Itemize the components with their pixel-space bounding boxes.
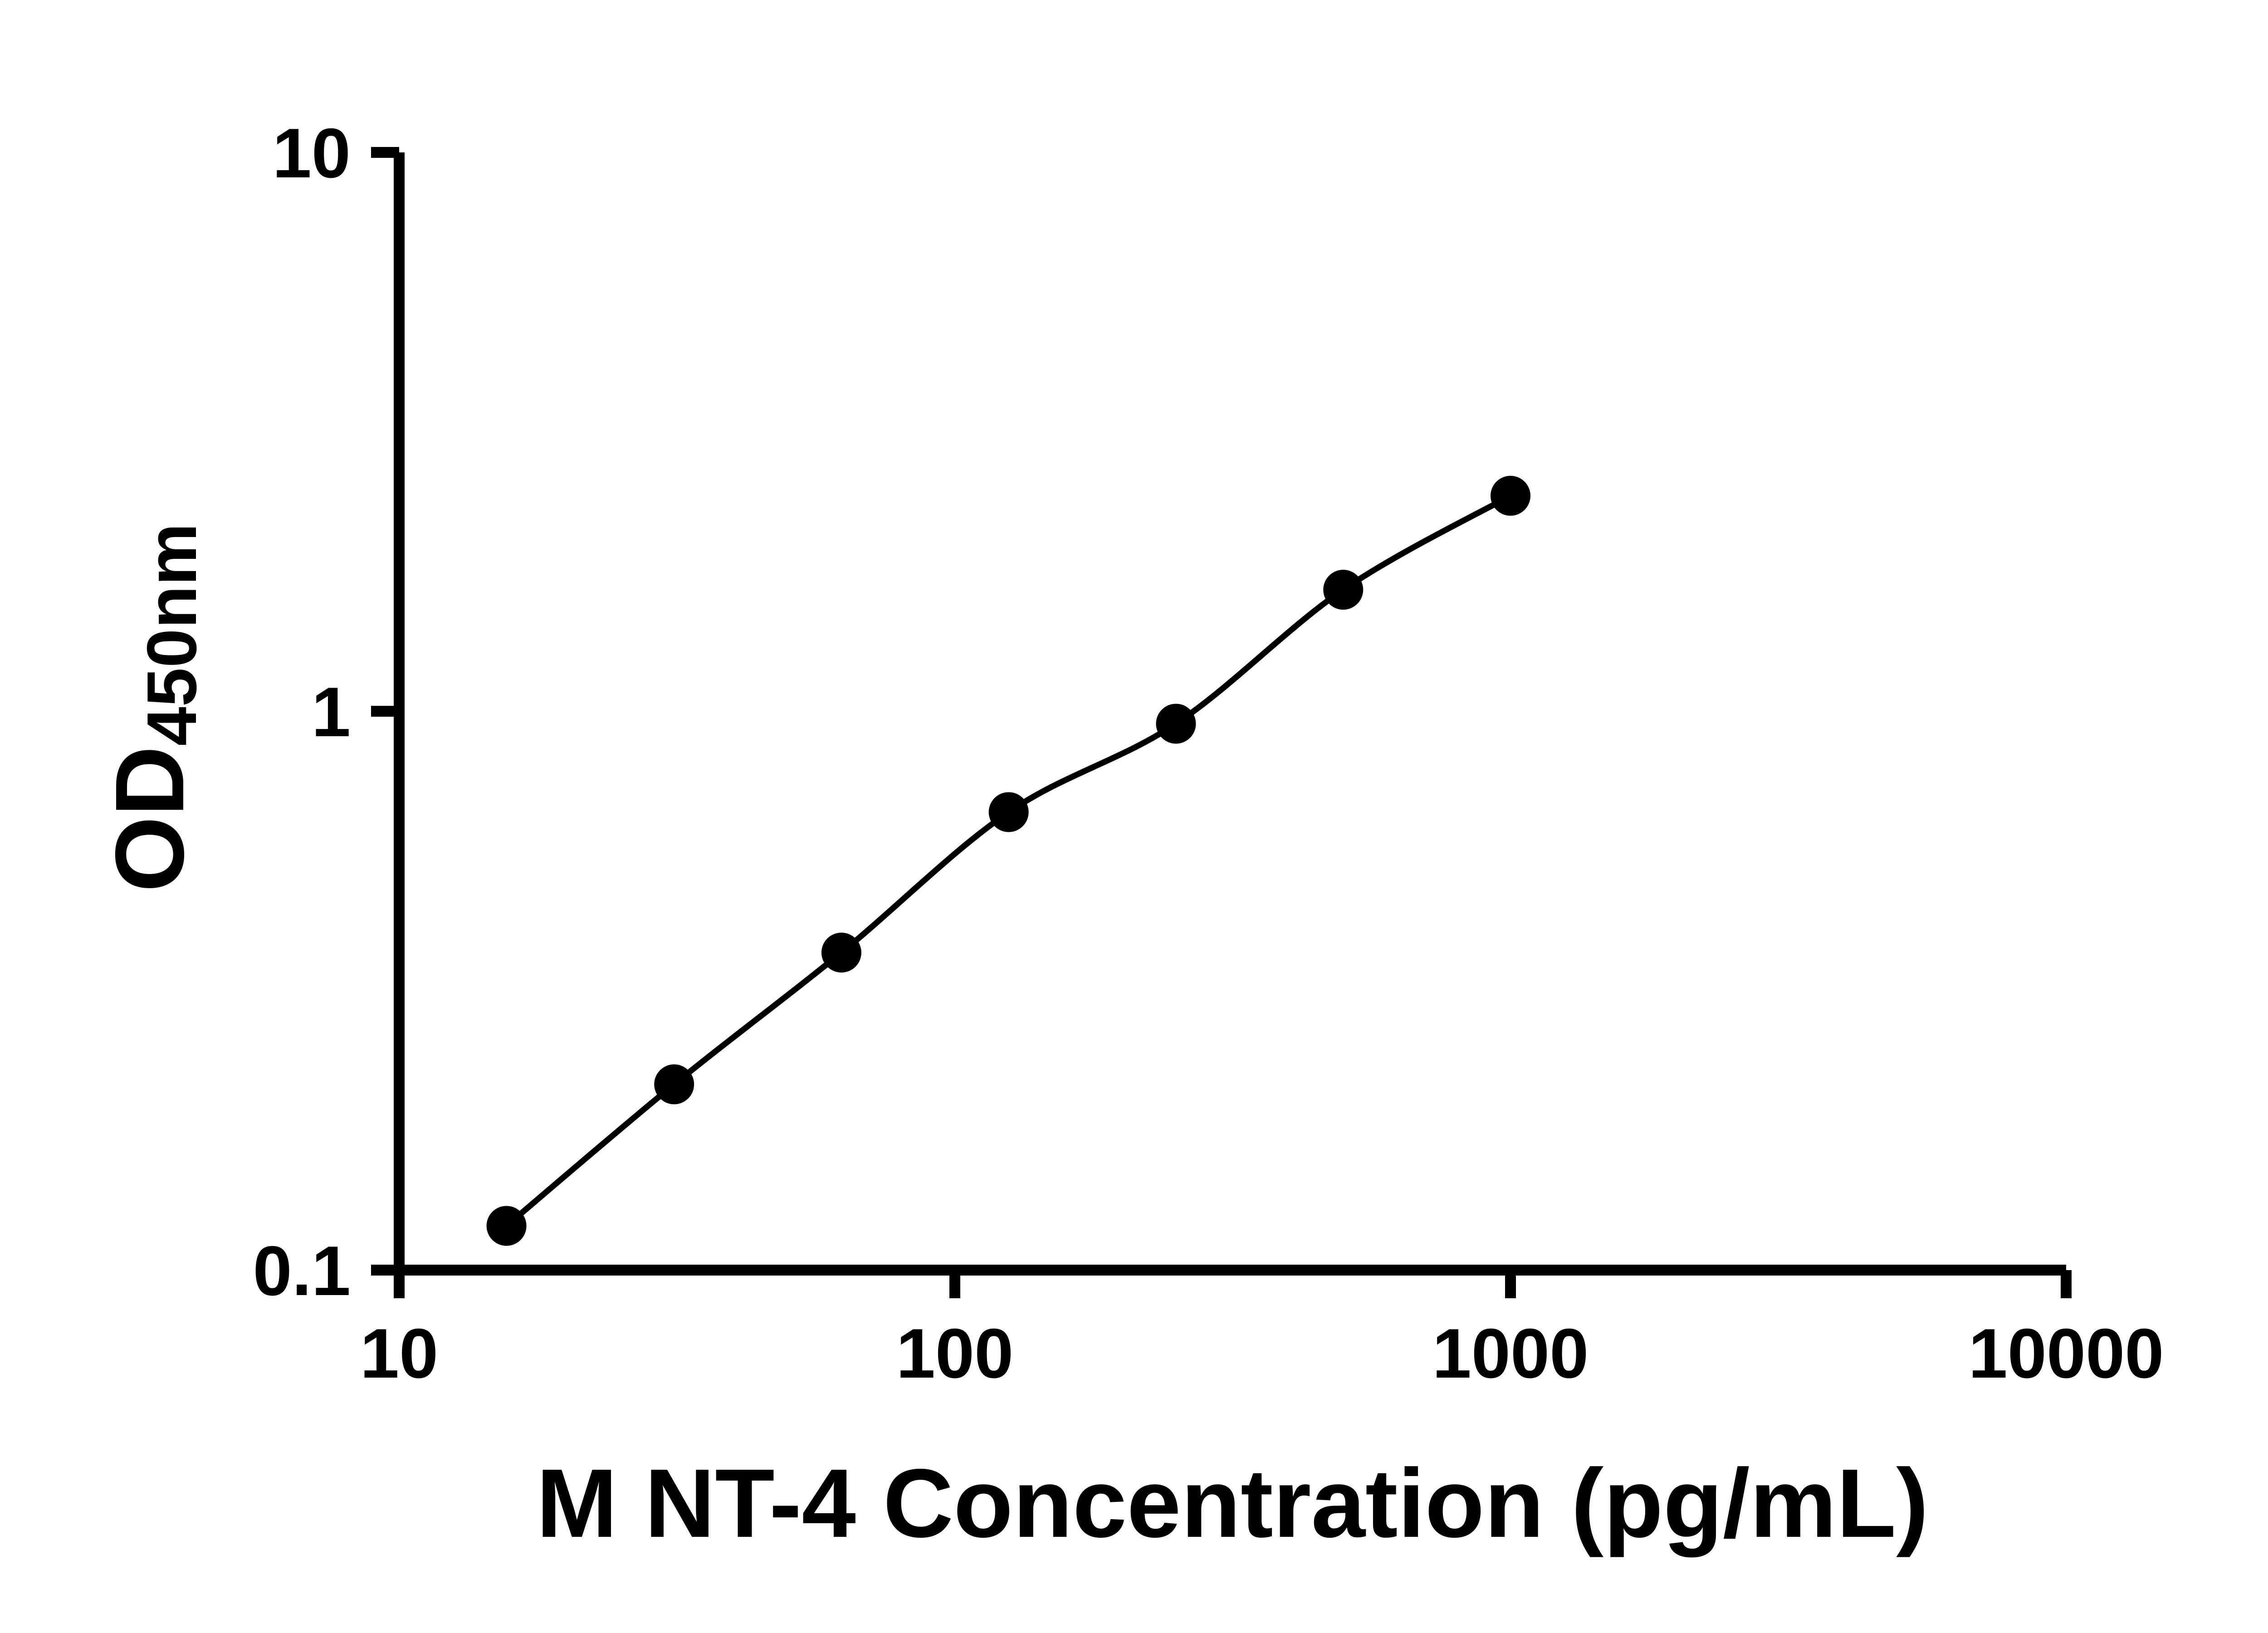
x-tick-label: 10000 <box>1968 1314 2164 1393</box>
data-point <box>1491 475 1530 516</box>
x-axis-title: M NT-4 Concentration (pg/mL) <box>536 1448 1929 1558</box>
data-point <box>821 932 861 973</box>
x-tick-label: 100 <box>896 1314 1014 1393</box>
y-tick-label: 10 <box>273 114 351 192</box>
data-point <box>1323 570 1364 610</box>
y-tick-label: 0.1 <box>253 1232 351 1310</box>
y-axis-title: OD450nm <box>93 523 211 892</box>
data-point <box>988 792 1029 832</box>
data-point <box>1156 704 1196 744</box>
y-axis-title-main: OD <box>95 746 204 892</box>
y-tick-label: 1 <box>312 673 351 751</box>
data-point <box>654 1064 694 1105</box>
x-tick-label: 10 <box>360 1314 438 1393</box>
x-tick-label: 1000 <box>1432 1314 1589 1393</box>
standard-curve-line <box>504 493 1512 1228</box>
y-axis-title-sub: 450nm <box>132 523 211 746</box>
data-point <box>486 1206 527 1246</box>
